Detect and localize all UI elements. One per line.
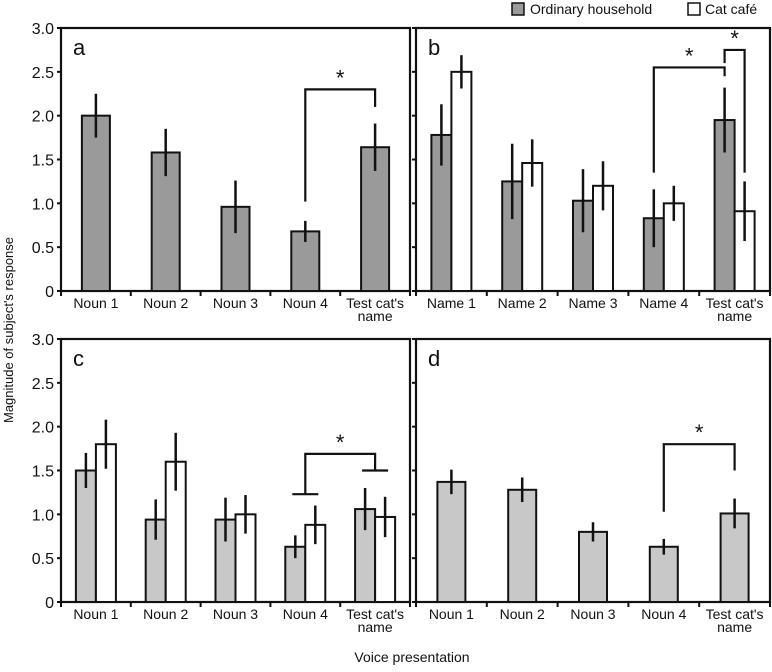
- panel-d: d Noun 1 Noun 2 Noun 3 Noun 4 Test cat's name *: [412, 337, 772, 635]
- bar: [450, 70, 473, 293]
- significance-bracket: [304, 452, 377, 495]
- x-tick-label-line: Noun 4: [641, 606, 686, 622]
- y-tick-label: 3.0: [32, 332, 54, 349]
- significance-asterisk: *: [336, 65, 345, 90]
- x-axis-label: Voice presentation: [354, 649, 469, 665]
- x-tick-label-line: name: [717, 308, 752, 324]
- x-tick-label-line: Noun 1: [73, 295, 118, 311]
- y-tick-label: 0: [45, 595, 54, 612]
- x-tick-label: Noun 3: [213, 606, 258, 622]
- x-tick-label-line: name: [358, 619, 393, 635]
- panel-letter: c: [73, 346, 84, 371]
- y-tick-label: 2.0: [32, 109, 54, 126]
- legend-swatch-cafe: [687, 2, 701, 16]
- significance-bracket: [723, 48, 746, 173]
- x-tick-label-line: Noun 3: [570, 606, 615, 622]
- bar: [150, 151, 181, 292]
- significance-bracket: [304, 88, 377, 202]
- y-tick-label: 1.0: [32, 507, 54, 524]
- x-tick-label-line: Noun 2: [143, 295, 188, 311]
- x-tick-label: Noun 1: [73, 295, 118, 311]
- x-tick-label-line: Noun 3: [213, 606, 258, 622]
- x-tick-label: Name 1: [427, 295, 476, 311]
- legend-label-ordinary: Ordinary household: [530, 1, 652, 17]
- x-tick-label-line: Test cat's: [706, 606, 764, 622]
- y-tick-label: 1.0: [32, 196, 54, 213]
- bar: [578, 530, 608, 603]
- legend-swatch-ordinary: [511, 2, 525, 16]
- x-tick-label-line: name: [358, 308, 393, 324]
- x-tick-label: Noun 2: [143, 295, 188, 311]
- y-tick-label: 0.5: [32, 551, 54, 568]
- panel-letter: a: [73, 35, 86, 60]
- x-tick-label: Noun 2: [143, 606, 188, 622]
- significance-asterisk: *: [730, 26, 739, 51]
- bar: [648, 545, 679, 604]
- x-tick-label-line: Test cat's: [706, 295, 764, 311]
- x-tick-label: Noun 3: [570, 606, 615, 622]
- x-tick-label-line: Test cat's: [346, 295, 404, 311]
- x-tick-label-line: Noun 2: [143, 606, 188, 622]
- x-tick-label-line: Noun 1: [429, 606, 474, 622]
- x-tick-label-line: name: [717, 619, 752, 635]
- x-tick-label-line: Name 4: [639, 295, 688, 311]
- x-tick-label-line: Name 3: [568, 295, 617, 311]
- x-tick-label: Noun 4: [283, 295, 328, 311]
- x-tick-label: Noun 1: [73, 606, 118, 622]
- x-tick-label-line: Noun 2: [500, 606, 545, 622]
- panel-a: a 0 0.5 1.0 1.5 2.0 2.5 3.0 Noun 1 Noun 2 Noun 3 No…: [32, 21, 412, 324]
- x-tick-label: Noun 4: [283, 606, 328, 622]
- x-tick-label-line: Noun 4: [283, 606, 328, 622]
- significance-asterisk: *: [336, 430, 345, 455]
- x-tick-label: Test cat's name: [706, 606, 764, 635]
- panel-b: b Name 1 Name 2 Name 3 Name 4 Test cat's name *…: [412, 26, 772, 324]
- bar: [360, 146, 391, 292]
- bar: [436, 480, 467, 603]
- bar: [74, 469, 97, 603]
- x-tick-label-line: Name 2: [498, 295, 547, 311]
- x-tick-label: Name 3: [568, 295, 617, 311]
- significance-asterisk: *: [695, 420, 704, 445]
- x-tick-label: Test cat's name: [346, 606, 404, 635]
- y-tick-label: 0: [45, 284, 54, 301]
- x-tick-label-line: Test cat's: [346, 606, 404, 622]
- bar: [290, 230, 321, 293]
- y-axis-label: Magnitude of subject's response: [1, 237, 16, 423]
- x-tick-label: Name 2: [498, 295, 547, 311]
- y-tick-label: 2.0: [32, 420, 54, 437]
- significance-asterisk: *: [685, 43, 694, 68]
- x-tick-label-line: Noun 4: [283, 295, 328, 311]
- bar: [507, 488, 538, 603]
- significance-bracket: [652, 66, 726, 173]
- x-tick-label: Noun 2: [500, 606, 545, 622]
- bar: [80, 114, 111, 292]
- y-tick-label: 3.0: [32, 21, 54, 38]
- x-tick-label: Noun 4: [641, 606, 686, 622]
- x-tick-label: Test cat's name: [346, 295, 404, 324]
- y-tick-label: 2.5: [32, 65, 54, 82]
- y-tick-label: 0.5: [32, 240, 54, 257]
- x-tick-label: Noun 1: [429, 606, 474, 622]
- x-tick-label: Name 4: [639, 295, 688, 311]
- significance-bracket: [662, 443, 736, 512]
- legend: Ordinary household Cat café: [511, 1, 757, 17]
- x-tick-label-line: Name 1: [427, 295, 476, 311]
- x-tick-label: Noun 3: [213, 295, 258, 311]
- legend-label-cafe: Cat café: [705, 1, 757, 17]
- x-tick-label-line: Noun 3: [213, 295, 258, 311]
- y-tick-label: 1.5: [32, 153, 54, 170]
- y-tick-label: 2.5: [32, 376, 54, 393]
- panel-letter: d: [428, 346, 440, 371]
- x-tick-label: Test cat's name: [706, 295, 764, 324]
- x-tick-label-line: Noun 1: [73, 606, 118, 622]
- panel-letter: b: [428, 35, 440, 60]
- panel-c: c 0 0.5 1.0 1.5 2.0 2.5 3.0 Noun 1 Noun 2 Noun 3 No…: [32, 332, 412, 635]
- y-tick-label: 1.5: [32, 464, 54, 481]
